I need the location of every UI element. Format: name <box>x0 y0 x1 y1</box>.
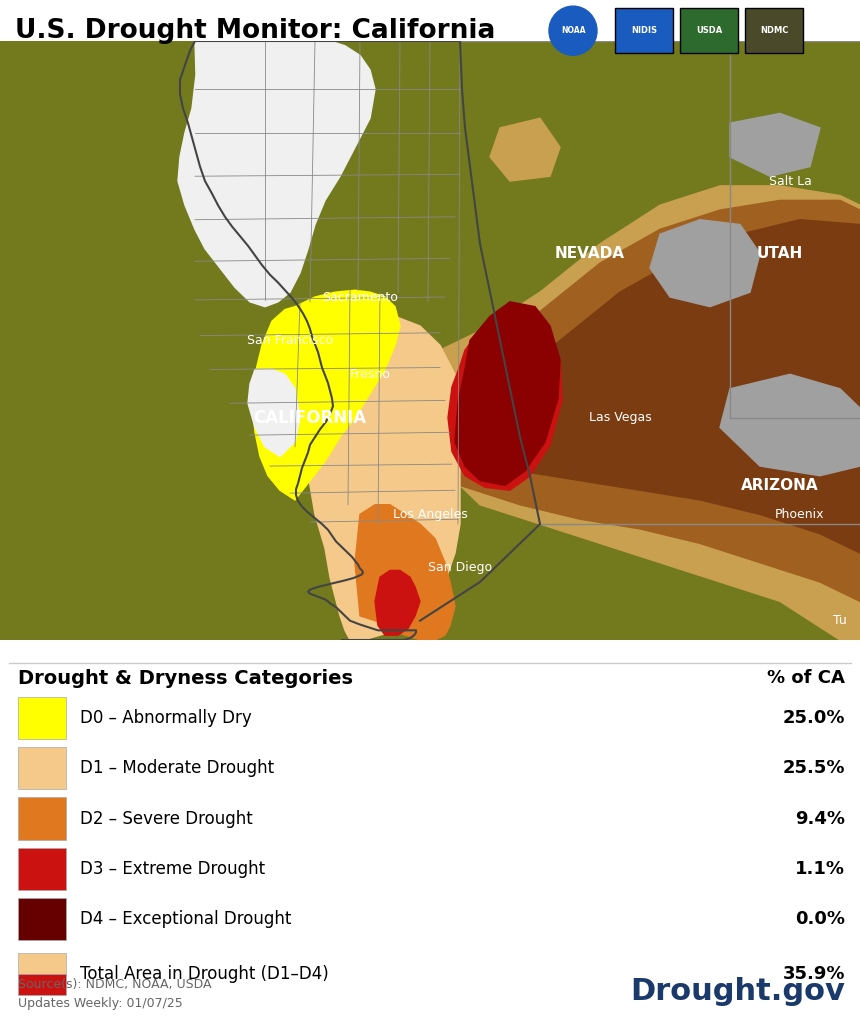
Polygon shape <box>0 41 860 640</box>
Polygon shape <box>178 41 375 306</box>
FancyBboxPatch shape <box>745 8 803 53</box>
Text: ARIZONA: ARIZONA <box>741 478 819 493</box>
Text: D4 – Exceptional Drought: D4 – Exceptional Drought <box>80 909 292 928</box>
Text: D3 – Extreme Drought: D3 – Extreme Drought <box>80 860 265 878</box>
Polygon shape <box>448 306 562 490</box>
Polygon shape <box>295 306 460 640</box>
Text: CALIFORNIA: CALIFORNIA <box>254 409 366 427</box>
Polygon shape <box>400 186 860 640</box>
FancyBboxPatch shape <box>18 898 66 940</box>
Text: Fresno: Fresno <box>349 368 390 381</box>
Text: Salt La: Salt La <box>769 174 812 187</box>
Text: Phoenix: Phoenix <box>775 508 825 521</box>
Text: 25.5%: 25.5% <box>783 760 845 777</box>
Text: 1.1%: 1.1% <box>795 860 845 878</box>
Polygon shape <box>730 114 820 176</box>
FancyBboxPatch shape <box>18 953 66 974</box>
Polygon shape <box>420 201 860 601</box>
Text: Sacramento: Sacramento <box>322 291 398 303</box>
Text: Las Vegas: Las Vegas <box>588 412 651 424</box>
Text: Total Area in Drought (D1–D4): Total Area in Drought (D1–D4) <box>80 965 329 983</box>
Polygon shape <box>490 118 560 181</box>
FancyBboxPatch shape <box>18 798 66 840</box>
Text: UTAH: UTAH <box>757 246 803 261</box>
Text: 25.0%: 25.0% <box>783 710 845 727</box>
Polygon shape <box>455 302 560 485</box>
Text: Los Angeles: Los Angeles <box>393 508 467 521</box>
Text: San Francisco: San Francisco <box>247 334 333 347</box>
Text: Drought & Dryness Categories: Drought & Dryness Categories <box>18 669 353 688</box>
Polygon shape <box>355 505 455 640</box>
FancyBboxPatch shape <box>615 8 673 53</box>
Text: D0 – Abnormally Dry: D0 – Abnormally Dry <box>80 710 252 727</box>
Text: USDA: USDA <box>696 27 722 35</box>
Text: NEVADA: NEVADA <box>555 246 625 261</box>
Text: 0.0%: 0.0% <box>795 909 845 928</box>
FancyBboxPatch shape <box>18 974 66 995</box>
Text: NIDIS: NIDIS <box>631 27 657 35</box>
Polygon shape <box>650 220 760 306</box>
Text: Drought.gov: Drought.gov <box>630 977 845 1006</box>
Text: NDMC: NDMC <box>760 27 788 35</box>
Polygon shape <box>720 375 860 476</box>
Text: 35.9%: 35.9% <box>783 965 845 983</box>
Polygon shape <box>375 570 420 635</box>
Polygon shape <box>252 290 400 500</box>
FancyBboxPatch shape <box>18 697 66 739</box>
Text: Source(s): NDMC, NOAA, USDA
Updates Weekly: 01/07/25: Source(s): NDMC, NOAA, USDA Updates Week… <box>18 978 212 1010</box>
Polygon shape <box>440 220 860 553</box>
Text: NOAA: NOAA <box>561 27 586 35</box>
Text: D2 – Severe Drought: D2 – Severe Drought <box>80 810 253 827</box>
Text: D1 – Moderate Drought: D1 – Moderate Drought <box>80 760 274 777</box>
FancyBboxPatch shape <box>680 8 738 53</box>
Polygon shape <box>248 370 300 457</box>
Text: % of CA: % of CA <box>767 670 845 687</box>
Text: U.S. Drought Monitor: California: U.S. Drought Monitor: California <box>15 17 495 44</box>
Circle shape <box>549 6 597 55</box>
Text: San Diego: San Diego <box>428 561 492 574</box>
FancyBboxPatch shape <box>18 848 66 890</box>
Text: 9.4%: 9.4% <box>795 810 845 827</box>
Text: Tu: Tu <box>833 614 847 627</box>
FancyBboxPatch shape <box>18 748 66 790</box>
